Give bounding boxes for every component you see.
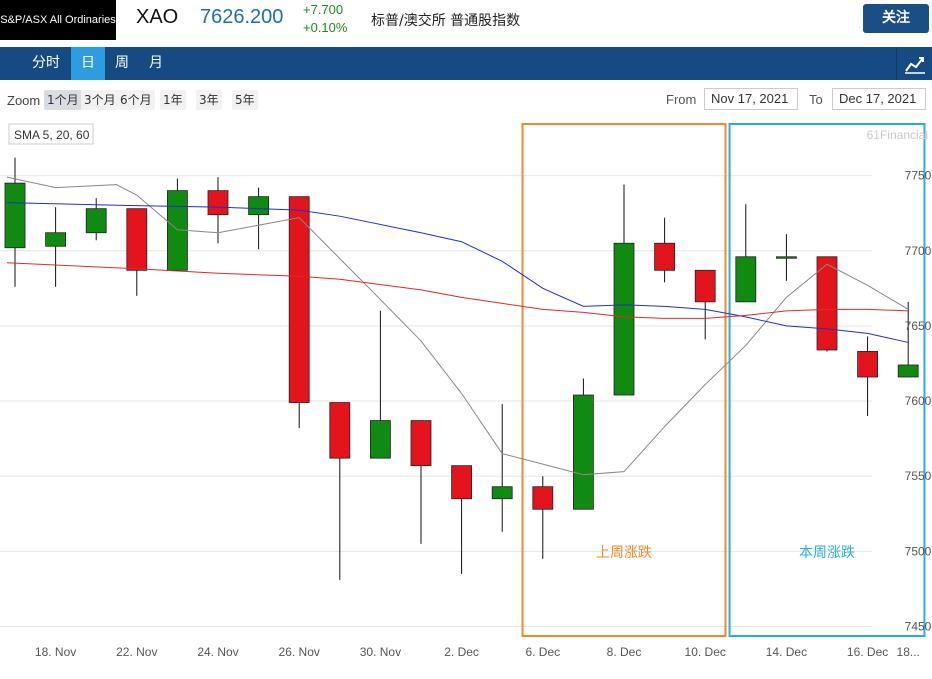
zoom-3m-button[interactable]: 3个月 — [81, 90, 119, 110]
x-tick-label: 30. Nov — [360, 645, 401, 659]
y-axis: 7750 7700 7650 7600 7550 7500 7450 — [905, 169, 932, 634]
indicator-label: SMA 5, 20, 60 — [14, 128, 90, 142]
line-chart-icon — [905, 57, 925, 74]
zoom-3y-button[interactable]: 3年 — [196, 90, 222, 110]
annotation-box — [521, 123, 727, 637]
candle-body — [857, 351, 878, 378]
candle-body — [329, 402, 351, 459]
watermark: 61Financial — [867, 128, 928, 142]
tab-daily[interactable]: 日 — [71, 47, 105, 80]
indicator-legend: SMA 5, 20, 60 — [8, 123, 94, 145]
price-change: +7.700 +0.10% — [303, 1, 347, 37]
zoom-1y-button[interactable]: 1年 — [160, 90, 186, 110]
tab-weekly[interactable]: 周 — [115, 55, 129, 71]
y-tick-label: 7650 — [905, 319, 932, 333]
from-date-input[interactable]: Nov 17, 2021 — [704, 88, 798, 110]
zoom-5y-button[interactable]: 5年 — [232, 90, 258, 110]
to-date-input[interactable]: Dec 17, 2021 — [832, 88, 926, 110]
candle-body — [126, 208, 148, 271]
candle-body — [410, 420, 432, 467]
candle-body — [654, 242, 675, 271]
candle-body — [288, 196, 310, 403]
candle-body — [451, 465, 473, 500]
candle-body — [735, 256, 757, 303]
candlestick-chart: 上周涨跌 本周涨跌 7750 7700 7650 7600 7550 7500 7450 18… — [0, 123, 932, 659]
x-tick-label: 2. Dec — [444, 645, 479, 659]
x-tick-label: 8. Dec — [607, 645, 642, 659]
y-tick-label: 7450 — [905, 619, 932, 633]
y-tick-label: 7700 — [905, 244, 932, 258]
candle-body — [491, 486, 513, 500]
x-tick-label: 18. Nov — [35, 645, 76, 659]
candle-body — [4, 182, 26, 249]
index-logo: S&P/ASX All Ordinaries — [0, 0, 116, 40]
candle-body — [694, 269, 716, 303]
x-tick-label: 10. Dec — [685, 645, 726, 659]
candle-body — [85, 208, 107, 234]
chart-type-button[interactable] — [896, 47, 932, 80]
candle-body — [573, 394, 594, 510]
to-label: To — [809, 92, 823, 107]
zoom-row: Zoom 1个月 3个月 6个月 1年 3年 5年 From Nov 17, 2… — [0, 88, 932, 112]
candles — [4, 157, 919, 580]
candle-body — [369, 420, 391, 459]
period-tab-bar: 分时 日 周 月 — [0, 47, 932, 80]
change-value: +7.700 — [303, 2, 344, 17]
tab-monthly[interactable]: 月 — [149, 55, 163, 71]
annotation-box — [728, 123, 926, 637]
x-tick-label: 16. Dec — [847, 645, 888, 659]
quote-header: S&P/ASX All Ordinaries XAO 7626.200 +7.7… — [0, 0, 932, 40]
sma-line — [6, 176, 909, 476]
weekly-annotations: 上周涨跌 本周涨跌 — [521, 123, 926, 637]
zoom-label: Zoom — [7, 93, 41, 108]
x-tick-label: 24. Nov — [197, 645, 238, 659]
candle-body — [816, 256, 838, 351]
from-label: From — [666, 92, 697, 107]
y-tick-label: 7600 — [905, 394, 932, 408]
follow-button[interactable]: 关注 — [863, 4, 929, 33]
y-tick-label: 7550 — [905, 469, 932, 483]
candle-body — [897, 364, 919, 378]
annotation-label: 上周涨跌 — [596, 545, 652, 561]
x-tick-label: 26. Nov — [279, 645, 320, 659]
zoom-6m-button[interactable]: 6个月 — [117, 90, 155, 110]
candle-body — [248, 196, 270, 216]
zoom-1m-button[interactable]: 1个月 — [44, 90, 82, 110]
candle-body — [613, 242, 635, 396]
tab-intraday[interactable]: 分时 — [32, 55, 60, 71]
last-price: 7626.200 — [200, 6, 284, 28]
symbol: XAO — [136, 6, 179, 28]
candle-body — [45, 232, 66, 247]
sma-lines — [6, 176, 909, 476]
y-tick-label: 7500 — [905, 544, 932, 558]
index-name: 标普/澳交所 普通股指数 — [371, 13, 521, 29]
x-tick-label: 6. Dec — [525, 645, 560, 659]
x-axis: 18. Nov 22. Nov 24. Nov 26. Nov 30. Nov 2. De… — [35, 645, 920, 659]
annotation-label: 本周涨跌 — [799, 545, 855, 561]
x-tick-label: 22. Nov — [116, 645, 157, 659]
change-percent: +0.10% — [303, 20, 348, 35]
sma-line — [6, 202, 909, 343]
candle-body — [207, 190, 229, 216]
sma-line — [6, 262, 909, 319]
x-tick-label: 18... — [897, 645, 920, 659]
candle-body — [532, 486, 554, 510]
x-tick-label: 14. Dec — [766, 645, 807, 659]
y-tick-label: 7750 — [905, 169, 932, 183]
candle-body — [776, 256, 797, 259]
